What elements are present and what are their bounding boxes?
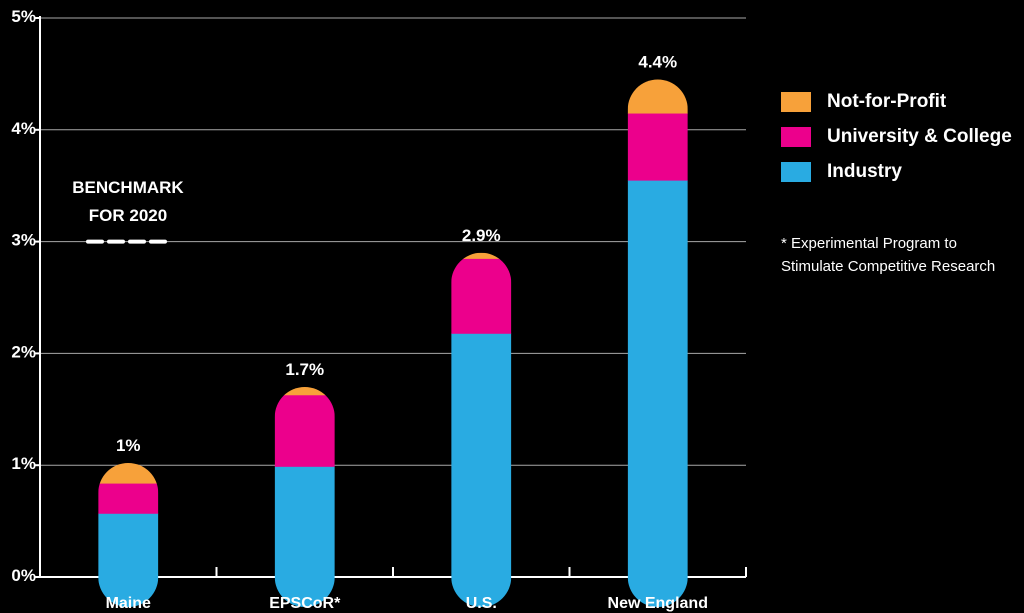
bar-segment-university-college (451, 258, 512, 334)
legend-label: University & College (827, 125, 1012, 147)
y-tick-label: 2% (11, 342, 36, 361)
legend-swatch-industry (781, 161, 811, 182)
x-category-label: New England (608, 595, 708, 612)
bar-total-label: 4.4% (638, 52, 677, 71)
bar-total-label: 1% (116, 436, 141, 455)
footnote: * Experimental Program to Stimulate Comp… (781, 232, 1021, 278)
x-category-label: EPSCoR* (269, 595, 341, 612)
legend-item-university-college: University & College (781, 119, 1012, 154)
bar-segment-not-for-profit (274, 386, 335, 396)
bar-segment-university-college (627, 113, 688, 181)
legend-swatch-not-for-profit (781, 91, 811, 112)
legend-item-not-for-profit: Not-for-Profit (781, 84, 1012, 119)
benchmark-label-line2: FOR 2020 (89, 206, 167, 225)
bar-segment-not-for-profit (98, 462, 159, 484)
legend-label: Industry (827, 160, 902, 182)
x-category-label: Maine (106, 595, 151, 612)
legend-item-industry: Industry (781, 154, 1012, 189)
bar-segment-university-college (98, 483, 159, 514)
bar-segment-not-for-profit (451, 252, 512, 259)
legend: Not-for-Profit University & College Indu… (781, 84, 1012, 189)
bar-total-label: 1.7% (285, 360, 324, 379)
benchmark-label-line1: BENCHMARK (72, 178, 184, 197)
footnote-line: * Experimental Program to (781, 235, 957, 252)
y-tick-label: 4% (11, 119, 36, 138)
bar-segment-industry (627, 180, 688, 608)
bar-segment-industry (98, 513, 159, 607)
footnote-line: Stimulate Competitive Research (781, 258, 996, 275)
bar-total-label: 2.9% (462, 226, 501, 245)
y-tick-label: 3% (11, 231, 36, 250)
bar-segment-industry (274, 466, 335, 607)
bar-segment-industry (451, 333, 512, 607)
legend-label: Not-for-Profit (827, 90, 947, 112)
y-tick-label: 0% (11, 566, 36, 585)
y-tick-label: 1% (11, 454, 36, 473)
bar-segment-not-for-profit (627, 79, 688, 114)
bar-segment-university-college (274, 394, 335, 467)
x-category-label: U.S. (466, 595, 497, 612)
legend-swatch-university-college (781, 126, 811, 147)
y-tick-label: 5% (11, 7, 36, 26)
